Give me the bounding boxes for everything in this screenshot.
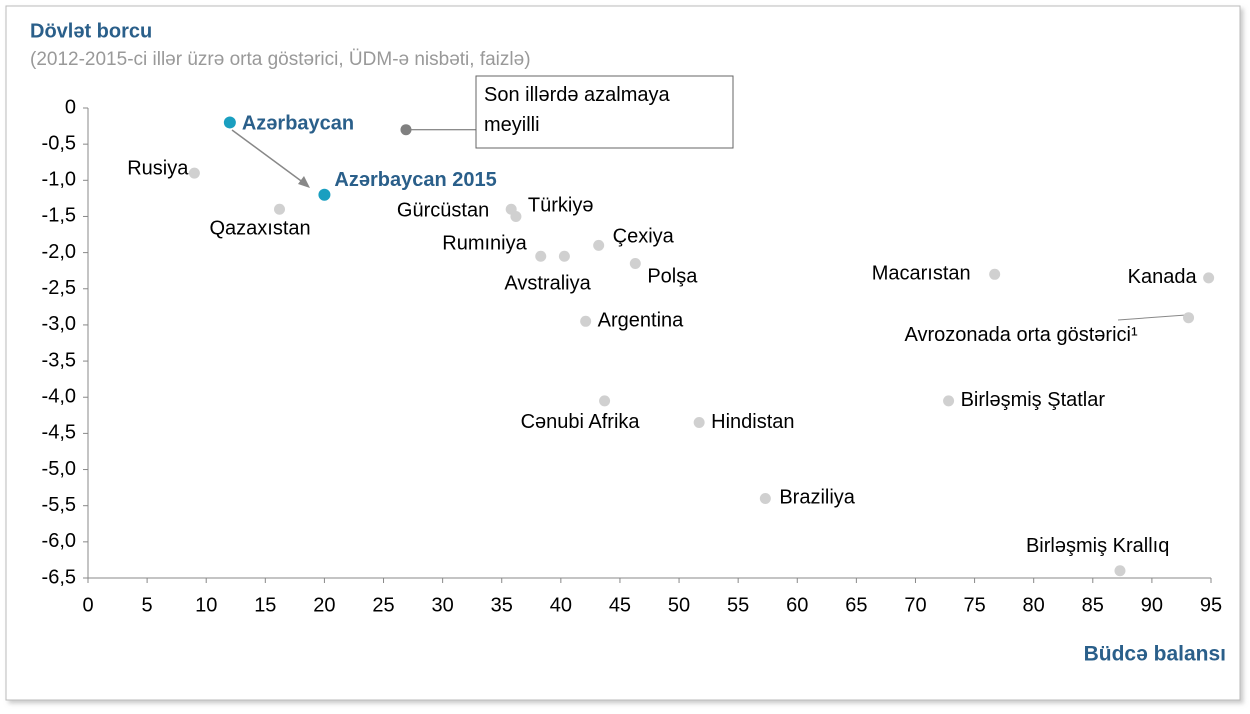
point-label: Kanada <box>1128 266 1198 288</box>
y-tick-label: -4,5 <box>42 422 76 444</box>
y-tick-label: -6,5 <box>42 566 76 588</box>
arrow-head <box>298 176 310 188</box>
point <box>223 116 236 129</box>
x-tick-label: 95 <box>1200 594 1222 616</box>
point-label: Cənubi Afrika <box>521 411 641 433</box>
point-label: Birləşmiş Krallıq <box>1026 535 1169 557</box>
point-label: Azərbaycan <box>242 113 354 135</box>
x-tick-label: 60 <box>786 594 808 616</box>
x-tick-label: 15 <box>254 594 276 616</box>
point-label: Azərbaycan 2015 <box>334 169 496 191</box>
point-label: Avrozonada orta göstərici¹ <box>905 324 1138 346</box>
point-label: Qazaxıstan <box>210 218 311 240</box>
annotation-wrap: Son illərdə azalmaya meyilli <box>484 84 670 136</box>
x-tick-label: 25 <box>372 594 394 616</box>
x-tick-label: 65 <box>845 594 867 616</box>
point-label: Türkiyə <box>528 195 594 217</box>
x-tick-label: 0 <box>82 594 93 616</box>
y-tick-label: -1,5 <box>42 205 76 227</box>
point-label: Birləşmiş Ştatlar <box>961 389 1106 411</box>
x-tick-label: 50 <box>668 594 690 616</box>
point-label: Braziliya <box>779 487 855 509</box>
point-label: Macarıstan <box>872 263 971 285</box>
arrow <box>231 129 309 187</box>
y-tick-label: 0 <box>65 96 76 118</box>
point <box>580 315 592 327</box>
point <box>759 492 771 504</box>
x-tick-label: 5 <box>142 594 153 616</box>
x-tick-label: 35 <box>491 594 513 616</box>
point-label: Argentina <box>598 310 684 332</box>
point <box>943 395 955 407</box>
point <box>318 188 331 201</box>
x-tick-label: 40 <box>550 594 572 616</box>
x-tick-label: 85 <box>1082 594 1104 616</box>
point <box>400 124 412 136</box>
y-tick-label: -0,5 <box>42 132 76 154</box>
x-tick-label: 10 <box>195 594 217 616</box>
point <box>629 257 641 269</box>
annotation-box <box>475 75 734 149</box>
point <box>558 250 570 262</box>
point-label: Avstraliya <box>504 273 591 295</box>
point-label: Rumıniya <box>442 233 527 255</box>
point <box>1114 565 1126 577</box>
x-tick-label: 45 <box>609 594 631 616</box>
y-tick-label: -6,0 <box>42 530 76 552</box>
point-label: Çexiya <box>613 226 675 248</box>
point-label: Rusiya <box>127 157 189 179</box>
x-tick-label: 55 <box>727 594 749 616</box>
x-tick-label: 70 <box>904 594 926 616</box>
x-tick-label: 30 <box>432 594 454 616</box>
point <box>1183 312 1195 324</box>
chart-title: Dövlət borcu <box>30 20 152 42</box>
y-tick-label: -4,0 <box>42 386 76 408</box>
annotation: Son illərdə azalmaya meyilli <box>484 84 670 136</box>
y-tick-label: -1,0 <box>42 169 76 191</box>
y-tick-label: -5,0 <box>42 458 76 480</box>
subtitle: (2012-2015-ci illər üzrə orta göstərici,… <box>30 49 531 70</box>
x-tick-label: 80 <box>1023 594 1045 616</box>
point-label: Hindistan <box>711 411 794 433</box>
point <box>693 417 705 429</box>
point <box>274 203 286 215</box>
point <box>989 268 1001 280</box>
x-axis-label: Büdcə balansı <box>1084 643 1226 666</box>
point <box>1203 272 1215 284</box>
y-tick-label: -5,5 <box>42 494 76 516</box>
y-tick-label: -2,0 <box>42 241 76 263</box>
y-tick-label: -2,5 <box>42 277 76 299</box>
x-tick-label: 75 <box>963 594 985 616</box>
x-tick-label: 20 <box>313 594 335 616</box>
point <box>599 395 611 407</box>
point-label: Polşa <box>647 266 698 288</box>
point <box>510 210 522 222</box>
x-tick-label: 90 <box>1141 594 1163 616</box>
leader <box>1117 314 1187 321</box>
point <box>188 167 200 179</box>
y-tick-label: -3,0 <box>42 313 76 335</box>
point <box>535 250 547 262</box>
y-tick-label: -3,5 <box>42 349 76 371</box>
point-label: Gürcüstan <box>397 200 489 222</box>
point <box>593 239 605 251</box>
